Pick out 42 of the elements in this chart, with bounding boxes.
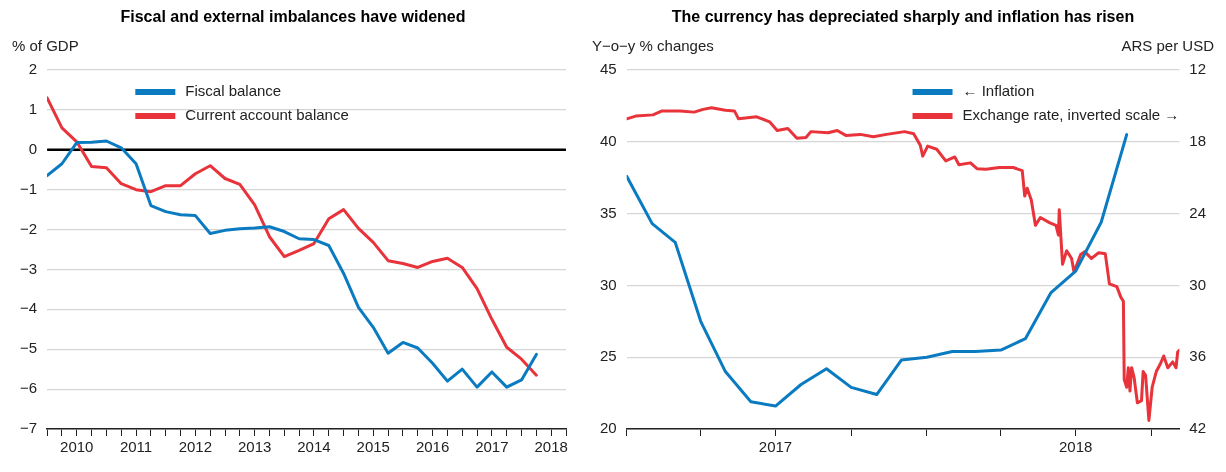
y-axis-title: % of GDP bbox=[12, 36, 79, 54]
y2-tick-label: 36 bbox=[1189, 347, 1206, 365]
y-tick-label: 2 bbox=[28, 60, 38, 78]
x-tick-label: 2014 bbox=[297, 438, 331, 456]
y-tick-label: −7 bbox=[19, 419, 38, 437]
y-tick-label: 20 bbox=[600, 419, 617, 437]
x-tick-label: 2017 bbox=[758, 438, 793, 456]
y-tick-label: −2 bbox=[19, 219, 38, 237]
legend-label: Exchange rate, inverted scale → bbox=[962, 106, 1180, 124]
y-tick-label: −1 bbox=[19, 179, 38, 197]
y-tick-label: −6 bbox=[19, 379, 38, 397]
x-tick-label: 2011 bbox=[119, 438, 153, 456]
y2-tick-label: 30 bbox=[1189, 275, 1206, 293]
y2-tick-label: 12 bbox=[1189, 60, 1206, 78]
x-tick-label: 2010 bbox=[60, 438, 94, 456]
y2-tick-label: 42 bbox=[1189, 419, 1206, 437]
y-tick-label: 35 bbox=[600, 203, 617, 221]
x-tick-label: 2015 bbox=[356, 438, 390, 456]
chart-title: Fiscal and external imbalances have widened bbox=[119, 8, 467, 27]
y2-axis-title: ARS per USD bbox=[1121, 36, 1215, 54]
y-tick-label: 0 bbox=[28, 139, 38, 157]
y-tick-label: −5 bbox=[19, 339, 38, 357]
x-tick-label: 2018 bbox=[534, 438, 568, 456]
y-axis-title: Y−o−y % changes bbox=[592, 36, 714, 54]
y-tick-label: 25 bbox=[600, 347, 617, 365]
x-tick-label: 2012 bbox=[178, 438, 213, 456]
y2-tick-label: 24 bbox=[1189, 203, 1206, 221]
y2-tick-label: 18 bbox=[1189, 131, 1206, 149]
y-tick-label: −3 bbox=[19, 259, 38, 277]
x-tick-label: 2013 bbox=[237, 438, 272, 456]
x-tick-label: 2017 bbox=[475, 438, 509, 456]
y-tick-label: 30 bbox=[600, 275, 617, 293]
legend-label: ← Inflation bbox=[962, 82, 1035, 100]
chart-title: The currency has depreciated sharply and inflation has risen bbox=[670, 8, 1136, 27]
y-tick-label: 45 bbox=[600, 60, 617, 78]
legend-label: Current account balance bbox=[185, 106, 349, 124]
x-tick-label: 2018 bbox=[1059, 438, 1093, 456]
y-tick-label: 1 bbox=[28, 100, 38, 118]
x-tick-label: 2016 bbox=[415, 438, 450, 456]
legend-label: Fiscal balance bbox=[185, 82, 282, 100]
y-tick-label: 40 bbox=[600, 131, 617, 149]
y-tick-label: −4 bbox=[19, 299, 38, 317]
